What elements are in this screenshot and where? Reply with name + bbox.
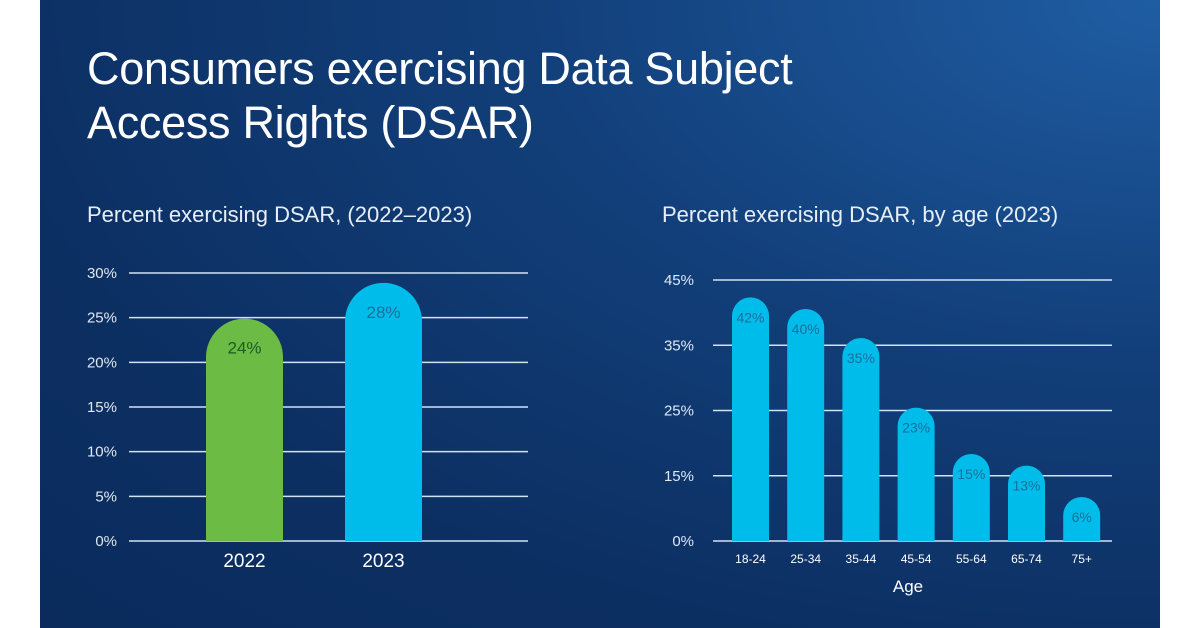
x-axis-label: Age <box>893 577 923 596</box>
data-label: 24% <box>227 339 261 358</box>
bar-25-34 <box>787 309 825 541</box>
y-tick-label: 35% <box>664 337 694 354</box>
bar-65-74 <box>1008 465 1045 541</box>
title-line-2: Access Rights (DSAR) <box>87 97 534 148</box>
x-tick-label: 35-44 <box>846 552 877 566</box>
x-tick-label: 2022 <box>223 551 265 572</box>
y-tick-label: 20% <box>87 354 117 371</box>
data-label: 35% <box>847 350 875 366</box>
page-title: Consumers exercising Data Subject Access… <box>87 42 793 150</box>
x-tick-label: 2023 <box>362 551 404 572</box>
data-label: 23% <box>902 420 930 436</box>
y-tick-label: 25% <box>87 310 117 327</box>
data-label: 6% <box>1072 509 1092 525</box>
data-label: 42% <box>736 309 764 325</box>
y-tick-label: 0% <box>672 533 694 550</box>
x-tick-label: 75+ <box>1072 552 1092 566</box>
bar-35-44 <box>842 338 880 541</box>
data-label: 28% <box>366 303 400 322</box>
y-tick-label: 15% <box>664 468 694 485</box>
x-tick-label: 18-24 <box>735 552 766 566</box>
y-tick-label: 0% <box>95 533 117 550</box>
title-line-1: Consumers exercising Data Subject <box>87 43 793 94</box>
bar-2023 <box>345 282 422 541</box>
data-label: 13% <box>1012 478 1040 494</box>
y-tick-label: 10% <box>87 444 117 461</box>
y-tick-label: 15% <box>87 399 117 416</box>
y-tick-label: 5% <box>95 488 117 505</box>
bar-45-54 <box>897 407 935 541</box>
x-tick-label: 65-74 <box>1011 552 1042 566</box>
data-label: 15% <box>957 466 985 482</box>
chart-1-title: Percent exercising DSAR, (2022–2023) <box>87 202 473 227</box>
chart-2-title: Percent exercising DSAR, by age (2023) <box>662 202 1059 227</box>
y-tick-label: 30% <box>87 265 117 282</box>
bar-18-24 <box>732 297 769 541</box>
y-tick-label: 45% <box>664 272 694 289</box>
bar-75+ <box>1063 497 1101 541</box>
x-tick-label: 25-34 <box>790 552 821 566</box>
data-label: 40% <box>792 321 820 337</box>
x-tick-label: 55-64 <box>956 552 987 566</box>
x-tick-label: 45-54 <box>901 552 932 566</box>
y-tick-label: 25% <box>664 403 694 420</box>
bar-2022 <box>206 318 283 541</box>
bar-55-64 <box>952 454 990 541</box>
